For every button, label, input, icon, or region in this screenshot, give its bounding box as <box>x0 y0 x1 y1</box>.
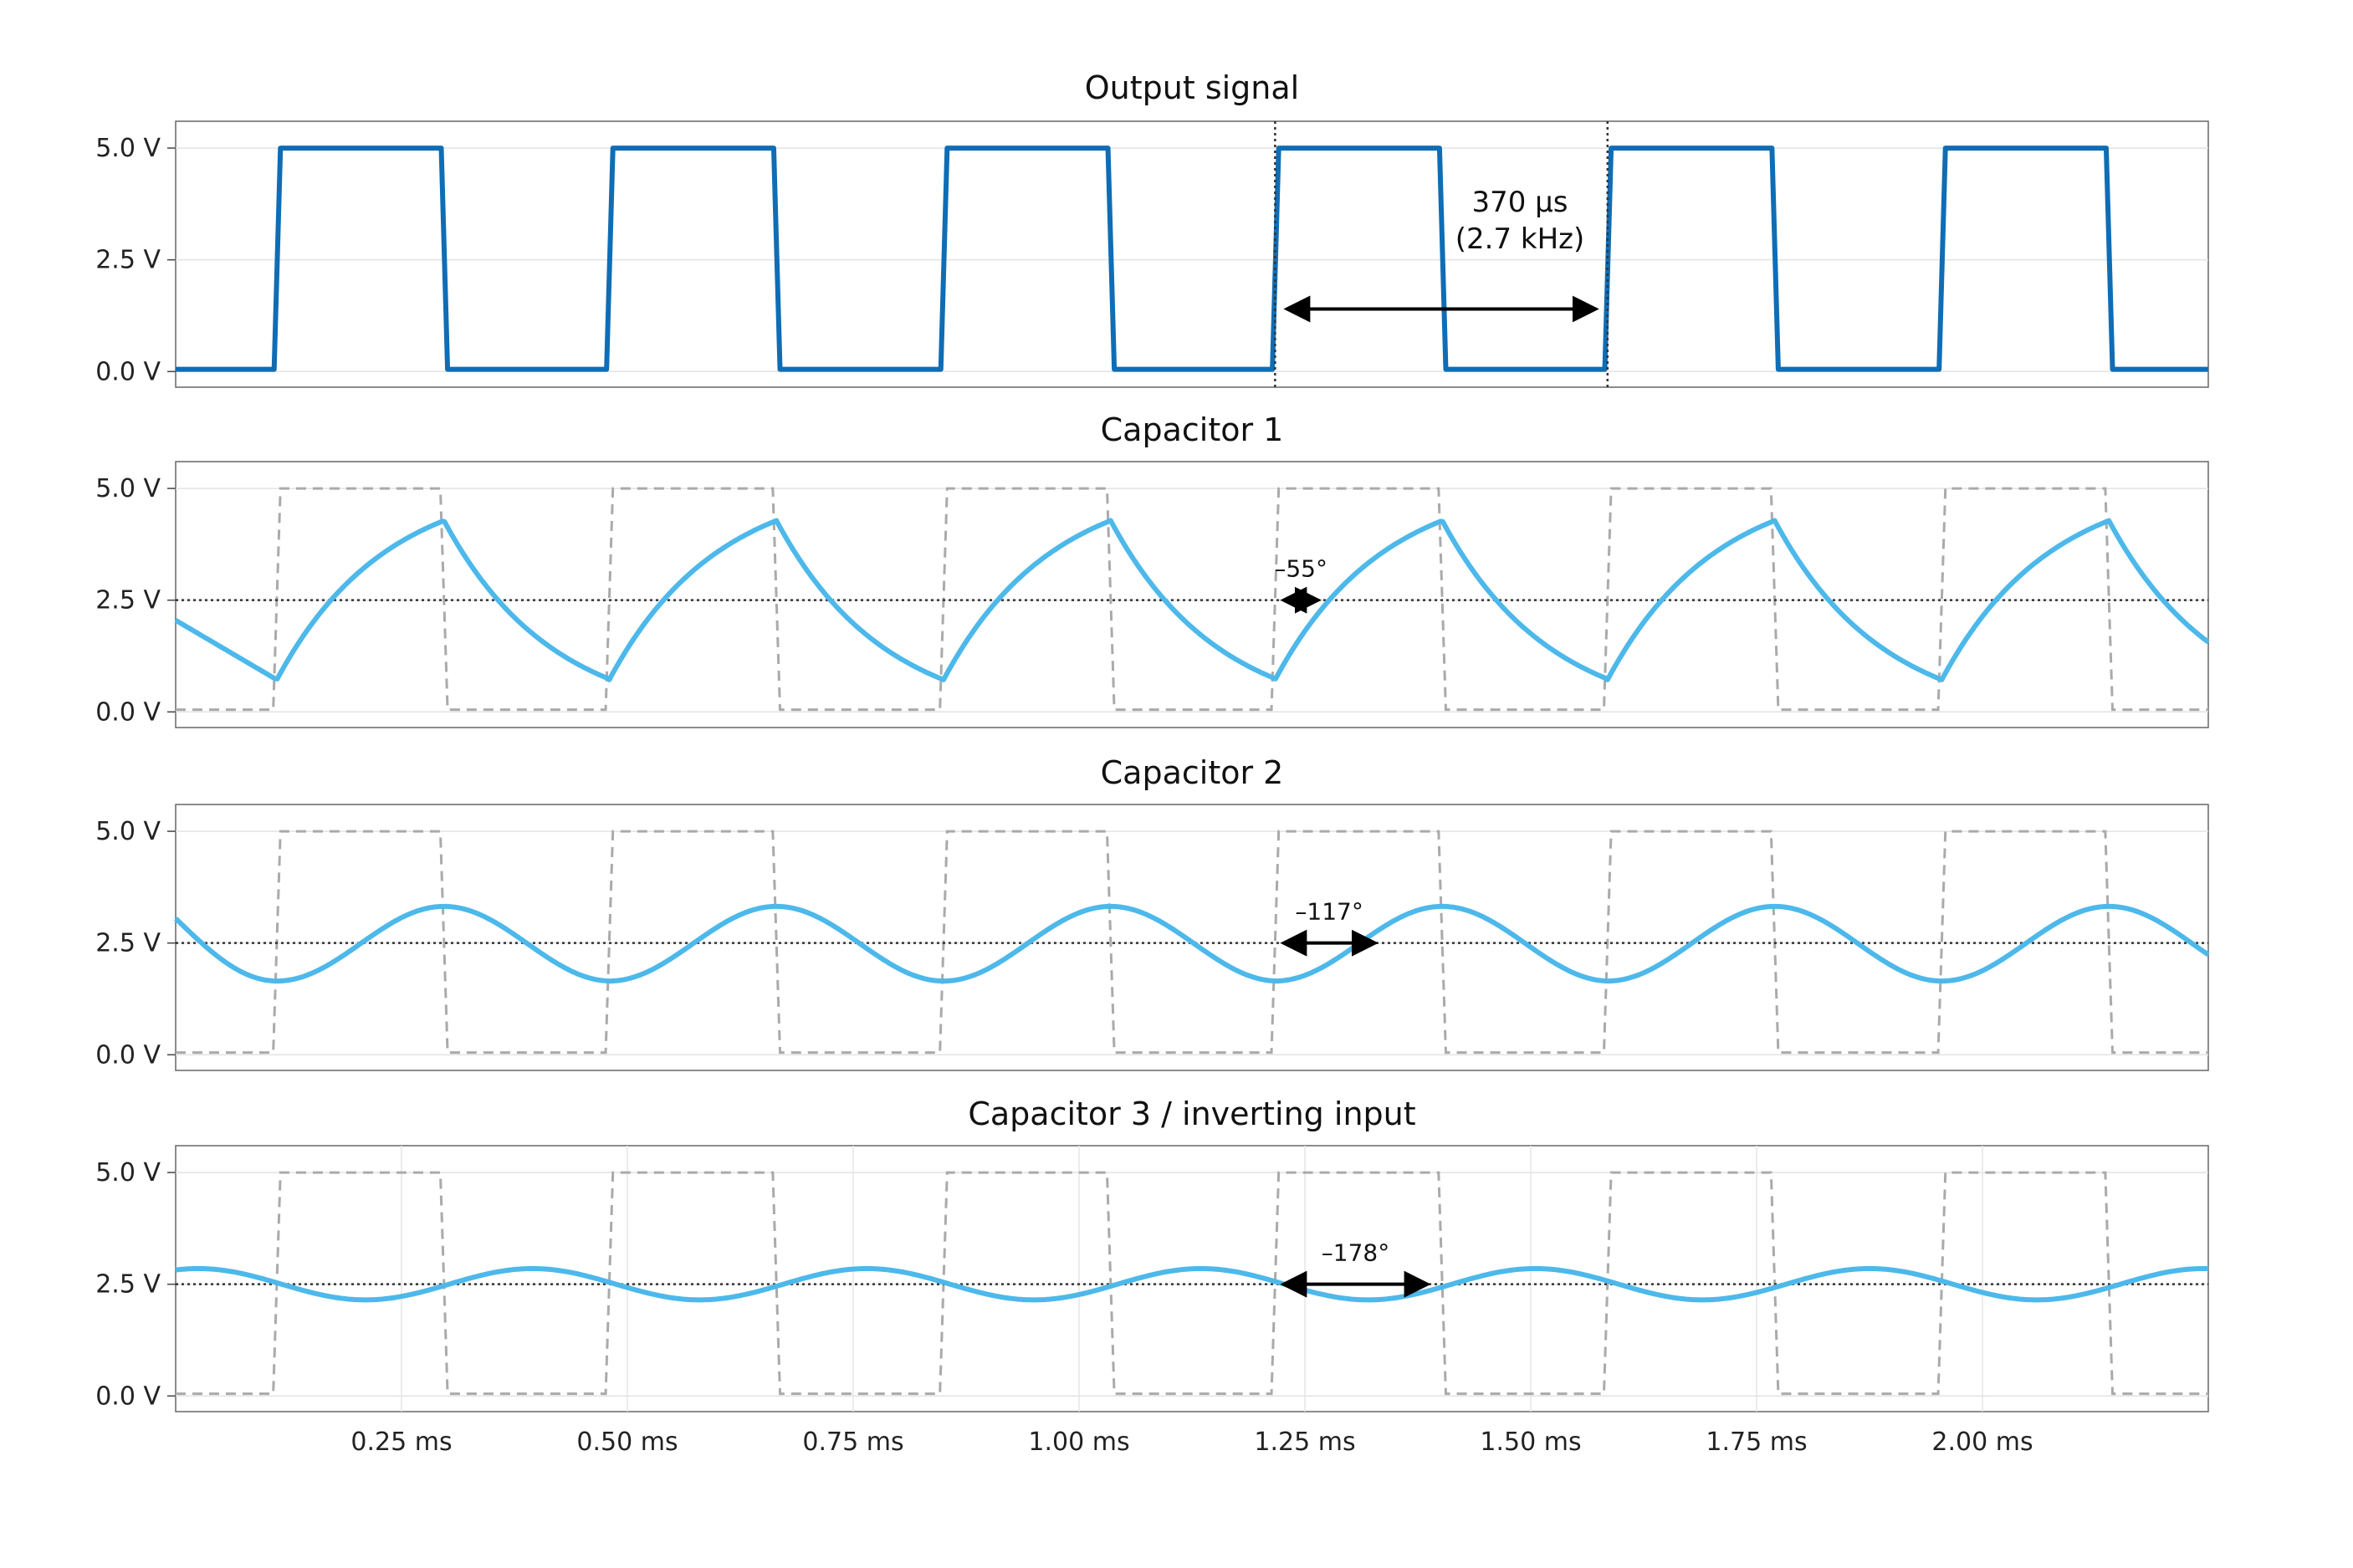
output-signal-trace <box>176 146 2208 372</box>
capacitor-voltage-trace <box>174 518 2210 682</box>
x-tick-label: 2.00 ms <box>1931 1428 2033 1457</box>
x-tick-label: 0.25 ms <box>350 1428 452 1457</box>
x-tick-label: 1.75 ms <box>1706 1428 1807 1457</box>
y-tick-label: 5.0 V <box>95 134 161 163</box>
y-tick-label: 5.0 V <box>95 1158 161 1187</box>
capacitor-voltage-trace <box>173 903 2210 984</box>
phase-label: –178° <box>1322 1239 1389 1267</box>
x-tick-label: 0.50 ms <box>576 1428 678 1457</box>
y-tick-label: 0.0 V <box>95 697 161 727</box>
phase-label: –55° <box>1274 555 1327 583</box>
x-tick-label: 1.50 ms <box>1480 1428 1581 1457</box>
frequency-label: (2.7 kHz) <box>1455 222 1585 256</box>
panel-3: Capacitor 2 0.0 V 2.5 V 5.0 V –117° <box>95 754 2210 1071</box>
y-tick-label: 2.5 V <box>95 586 161 615</box>
y-tick-label: 5.0 V <box>95 817 161 846</box>
x-tick-label: 1.00 ms <box>1028 1428 1129 1457</box>
capacitor-voltage-trace <box>175 1266 2209 1303</box>
y-tick-label: 0.0 V <box>95 1040 161 1070</box>
panel-4: Capacitor 3 / inverting input 0.0 V 2.5 V 5… <box>95 1096 2209 1457</box>
panel-title: Capacitor 3 / inverting input <box>968 1096 1415 1132</box>
y-tick-label: 0.0 V <box>95 357 161 386</box>
output-reference-trace <box>176 1171 2208 1396</box>
y-tick-label: 2.5 V <box>95 246 161 275</box>
plot-frame <box>175 1145 2209 1412</box>
phase-label: –117° <box>1295 898 1363 926</box>
output-reference-trace <box>176 830 2208 1055</box>
x-tick-label: 1.25 ms <box>1254 1428 1355 1457</box>
panel-1: Output signal 0.0 V 2.5 V 5.0 V 370 µs(2.7 k… <box>95 69 2209 388</box>
period-label: 370 µs <box>1471 186 1568 219</box>
x-tick-label: 0.75 ms <box>802 1428 903 1457</box>
panel-title: Capacitor 1 <box>1101 411 1284 448</box>
y-tick-label: 2.5 V <box>95 929 161 958</box>
panel-title: Output signal <box>1085 69 1299 106</box>
plot-frame <box>175 120 2209 388</box>
panel-2: Capacitor 1 0.0 V 2.5 V 5.0 V –55° <box>95 411 2210 728</box>
y-tick-label: 5.0 V <box>95 474 161 503</box>
y-tick-label: 0.0 V <box>95 1382 161 1411</box>
output-reference-trace <box>176 487 2208 712</box>
y-tick-label: 2.5 V <box>95 1270 161 1300</box>
plot-frame <box>175 461 2209 728</box>
panel-title: Capacitor 2 <box>1101 754 1284 791</box>
plot-frame <box>175 804 2209 1071</box>
